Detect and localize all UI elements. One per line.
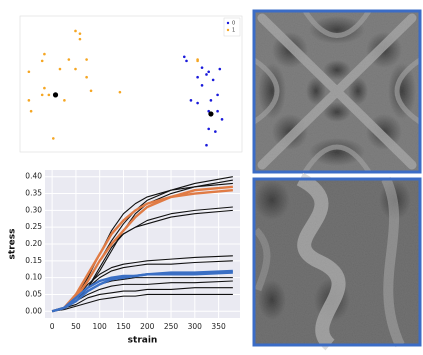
scatter-point (182, 55, 186, 59)
line-series (51, 287, 233, 312)
scatter-point (196, 59, 199, 63)
scatter-point (40, 59, 44, 63)
scatter-point (47, 93, 51, 97)
x-tick-label: 350 (211, 322, 226, 331)
scatter-point (220, 118, 224, 121)
x-tick-label: 300 (188, 322, 203, 331)
texture-panel-bottom (252, 172, 422, 351)
scatter-point (78, 37, 82, 41)
scatter-point (205, 143, 208, 147)
scatter-point (196, 101, 199, 105)
scatter-point (58, 67, 62, 71)
y-tick-label: 0.20 (25, 239, 42, 248)
scatter-point (74, 29, 77, 33)
y-tick-label: 0.40 (25, 172, 42, 181)
scatter-point (216, 109, 219, 113)
scatter-point (207, 70, 210, 74)
x-axis-label: strain (128, 336, 158, 346)
y-tick-label: 0.15 (25, 256, 42, 265)
scatter-point (205, 73, 208, 76)
scatter-point (200, 84, 204, 87)
scatter-point (89, 89, 93, 93)
scatter-point (27, 70, 31, 74)
scatter-point (118, 90, 122, 94)
x-tick-label: 150 (116, 322, 131, 331)
scatter-point (43, 52, 46, 56)
line-series (51, 271, 233, 313)
y-tick-label: 0.10 (25, 273, 42, 282)
line-series (52, 293, 233, 312)
y-tick-label: 0.30 (25, 205, 42, 214)
y-tick-label: 0.05 (25, 289, 42, 298)
scatter-point (63, 99, 66, 102)
scatter-point (74, 67, 77, 71)
x-tick-label: 50 (71, 322, 81, 331)
scatter-point (185, 59, 188, 63)
legend-marker (226, 21, 230, 25)
legend-marker (226, 28, 230, 32)
scatter-point (78, 32, 82, 35)
y-tick-label: 0.00 (25, 306, 42, 315)
centroid-point (208, 111, 214, 117)
scatter-point (207, 127, 210, 131)
y-tick-label: 0.35 (25, 189, 42, 198)
legend-label: 0 (232, 21, 235, 27)
scatter-point (67, 58, 71, 61)
scatter-point (209, 99, 213, 102)
scatter-point (40, 93, 44, 97)
line-series (51, 269, 233, 313)
texture-panel-top (252, 9, 422, 174)
x-tick-label: 250 (164, 322, 179, 331)
scatter-point (214, 130, 217, 133)
line-plot: 0.00 0.05 0.10 0.15 0.20 0.25 0.30 0.35 0.40 0 50 1… (8, 170, 240, 346)
scatter-point (52, 137, 55, 140)
scatter-point (29, 109, 33, 113)
scatter-point (211, 78, 215, 82)
x-tick-label: 100 (93, 322, 108, 331)
scatter-point (200, 66, 204, 69)
centroid-point (52, 92, 59, 98)
scatter-point (196, 75, 199, 79)
scatter-plot: 01 (27, 17, 241, 147)
scatter-frame (19, 15, 243, 153)
scatter-point (85, 75, 88, 79)
scatter-point (85, 58, 88, 61)
y-axis-label: stress (8, 229, 18, 260)
scatter-point (218, 67, 222, 71)
x-tick-label: 0 (50, 322, 55, 331)
line-series (51, 188, 233, 313)
scatter-point (43, 86, 46, 90)
scatter-point (189, 99, 193, 102)
y-tick-label: 0.25 (25, 222, 42, 231)
scatter-point (27, 99, 31, 102)
legend-label: 1 (232, 28, 235, 34)
x-tick-label: 200 (140, 322, 155, 331)
scatter-point (216, 93, 219, 97)
